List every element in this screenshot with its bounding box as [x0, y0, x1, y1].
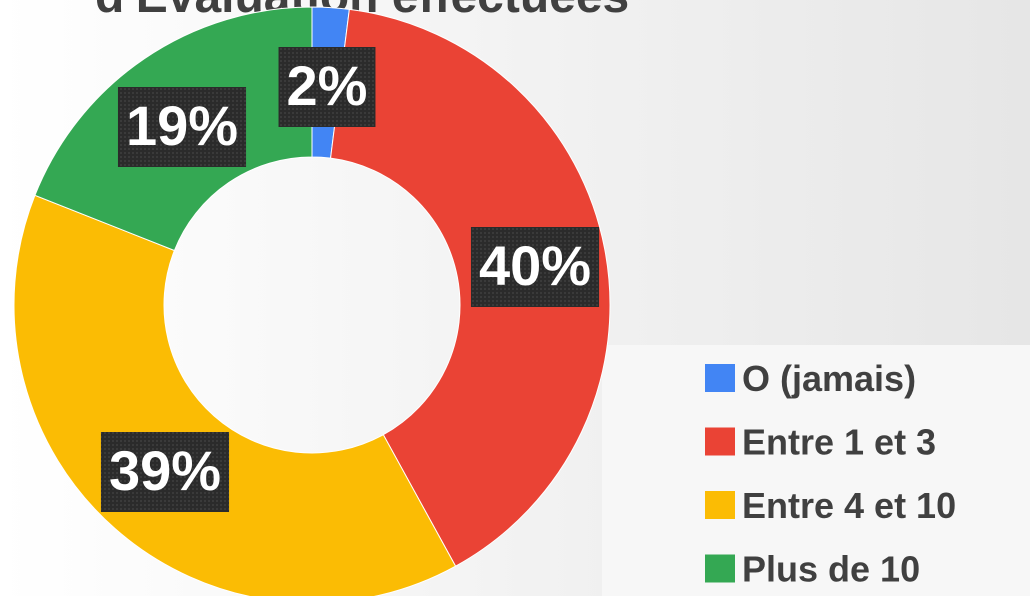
data-label-box [100, 432, 230, 512]
legend-label: Entre 1 et 3 [742, 422, 936, 463]
data-label-box [278, 47, 376, 127]
data-label: 39% [109, 439, 221, 502]
data-label: 19% [126, 94, 238, 157]
data-label-box [470, 227, 600, 307]
legend-swatch [705, 491, 735, 519]
legend-label: Plus de 10 [742, 549, 920, 590]
legend-label: Entre 4 et 10 [742, 485, 956, 526]
legend-swatch [705, 364, 735, 392]
legend-swatch [705, 554, 735, 583]
data-label-box [117, 87, 247, 167]
slice [329, 8, 611, 567]
legend-swatch [705, 427, 735, 456]
legend-background [602, 345, 1030, 596]
legend-label: O (jamais) [742, 358, 916, 399]
data-label: 40% [479, 234, 591, 297]
data-label: 2% [287, 54, 368, 117]
